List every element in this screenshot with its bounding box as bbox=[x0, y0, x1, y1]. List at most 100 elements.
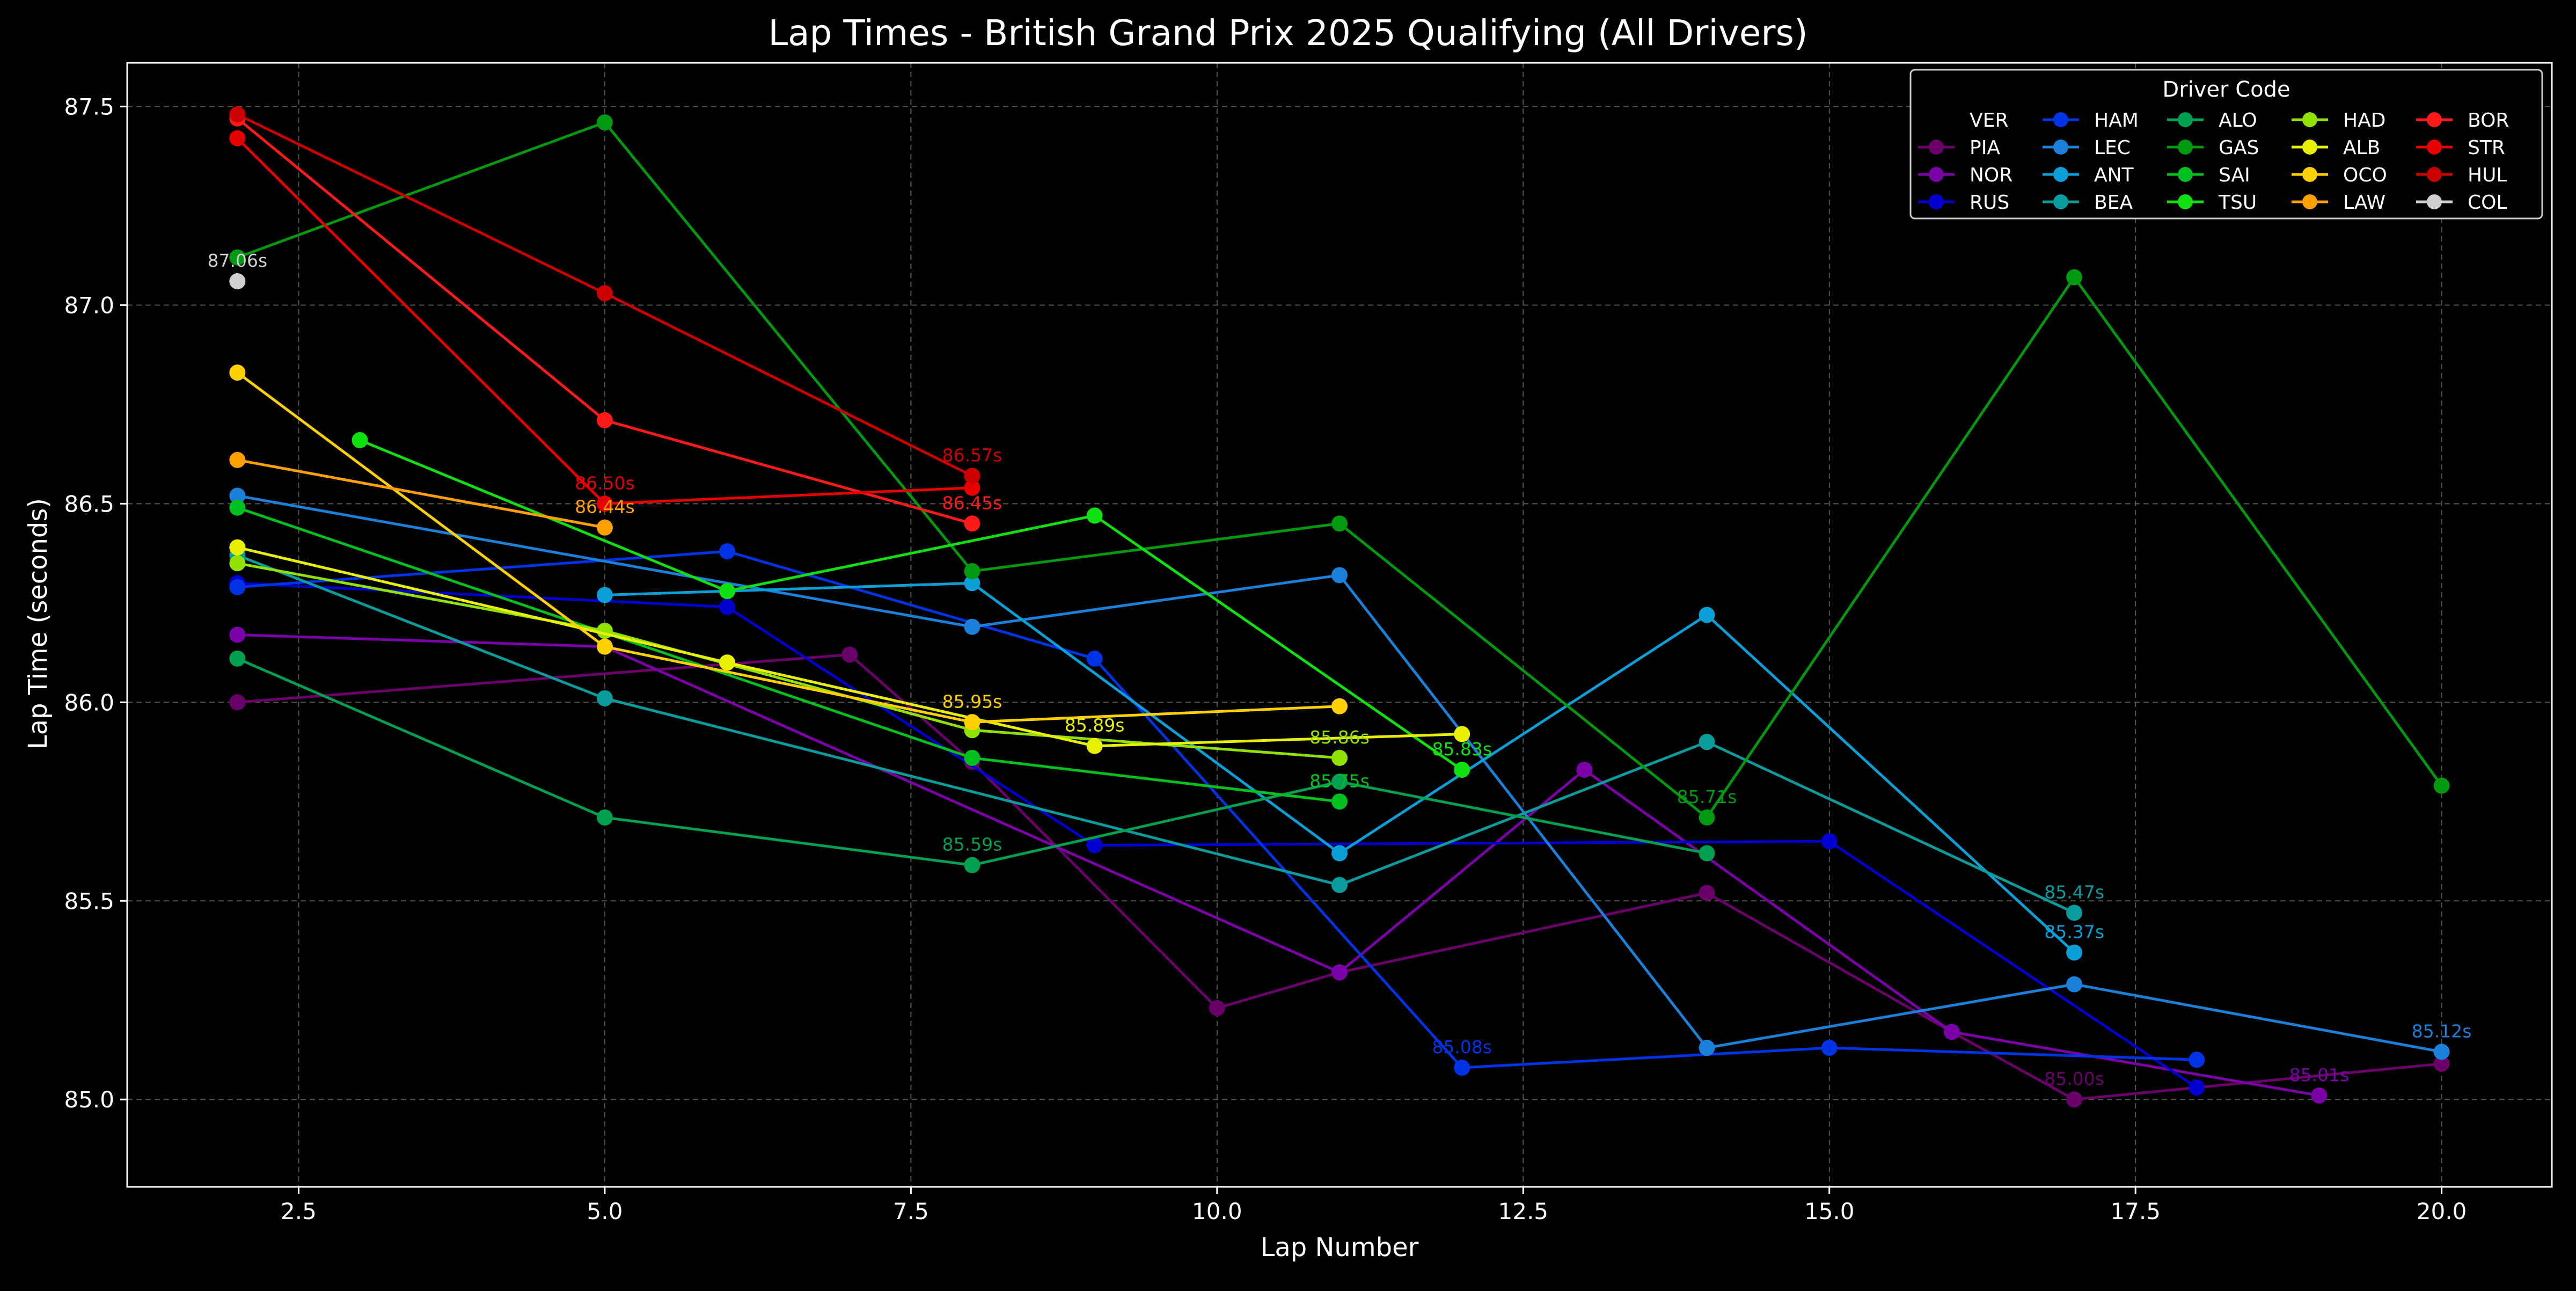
data-label: 85.95s bbox=[942, 691, 1002, 712]
data-point bbox=[229, 579, 246, 595]
legend-label: PIA bbox=[1970, 137, 2000, 159]
data-point bbox=[1209, 1000, 1225, 1017]
data-point bbox=[229, 499, 246, 516]
data-point bbox=[229, 694, 246, 711]
y-tick-label: 87.0 bbox=[64, 292, 114, 318]
data-point bbox=[2433, 1055, 2450, 1072]
data-point bbox=[1699, 607, 1715, 623]
legend-label: VER bbox=[1970, 110, 2008, 132]
series-lines bbox=[229, 106, 2450, 1108]
data-point bbox=[964, 479, 980, 496]
legend-entry-bor: BOR bbox=[2416, 110, 2509, 132]
data-point bbox=[1454, 726, 1470, 742]
series-str bbox=[229, 130, 980, 512]
series-hul bbox=[229, 106, 980, 484]
legend-label: SAI bbox=[2219, 164, 2250, 186]
data-point bbox=[841, 646, 858, 663]
data-label: 86.57s bbox=[942, 445, 1002, 466]
data-point bbox=[229, 273, 246, 289]
series-oco bbox=[229, 364, 1348, 731]
data-labels: 87.06s 86.57s 86.50s 86.45s 86.44s 85.95s 85.8… bbox=[208, 250, 2472, 1089]
data-label: 85.71s bbox=[1677, 786, 1737, 807]
x-axis-label: Lap Number bbox=[1261, 1232, 1419, 1263]
data-point bbox=[964, 563, 980, 580]
legend-marker bbox=[2427, 112, 2442, 127]
legend-label: BEA bbox=[2094, 192, 2133, 214]
legend-marker bbox=[1929, 194, 1944, 209]
data-point bbox=[1086, 837, 1103, 854]
x-tick-label: 15.0 bbox=[1804, 1198, 1855, 1224]
series-line bbox=[237, 458, 605, 529]
data-point bbox=[1331, 515, 1348, 532]
data-label: 85.37s bbox=[2044, 921, 2104, 942]
legend-label: LEC bbox=[2094, 137, 2131, 159]
data-point bbox=[1331, 749, 1348, 766]
data-point bbox=[596, 809, 613, 826]
data-label: 85.47s bbox=[2044, 881, 2104, 902]
legend-title: Driver Code bbox=[2162, 77, 2290, 102]
legend-label: ALB bbox=[2343, 137, 2380, 159]
series-col bbox=[229, 273, 246, 289]
legend-marker bbox=[2427, 194, 2442, 209]
series-line bbox=[236, 371, 1340, 724]
data-label: 85.75s bbox=[1309, 770, 1370, 791]
data-point bbox=[596, 285, 613, 302]
legend-label: TSU bbox=[2218, 192, 2257, 214]
legend-marker bbox=[2053, 112, 2068, 127]
legend-label: GAS bbox=[2219, 137, 2259, 159]
series-lec bbox=[229, 487, 2450, 1060]
data-point bbox=[596, 519, 613, 536]
series-bea bbox=[229, 547, 2083, 921]
chart-title: Lap Times - British Grand Prix 2025 Qual… bbox=[768, 12, 1807, 54]
legend-entry-alb: ALB bbox=[2292, 137, 2380, 159]
data-point bbox=[229, 487, 246, 504]
data-point bbox=[2066, 1091, 2083, 1108]
axes: 2.5 5.0 7.5 10.0 12.5 15.0 17.5 20.0 85.0 85.5 86.… bbox=[64, 62, 2553, 1224]
data-point bbox=[1576, 762, 1593, 778]
legend-label: COL bbox=[2468, 192, 2507, 214]
legend-entry-alo: ALO bbox=[2167, 110, 2257, 132]
data-point bbox=[1331, 698, 1348, 714]
data-point bbox=[719, 654, 736, 671]
data-point bbox=[596, 412, 613, 428]
x-tick-label: 12.5 bbox=[1498, 1198, 1549, 1224]
legend-entry-rus: RUS bbox=[1918, 192, 2009, 214]
data-point bbox=[2433, 1044, 2450, 1060]
data-point bbox=[352, 432, 368, 448]
legend-entry-pia: PIA bbox=[1918, 137, 2000, 159]
series-law bbox=[229, 451, 613, 536]
data-point bbox=[1699, 734, 1715, 750]
series-ant bbox=[596, 575, 2083, 961]
legend-marker bbox=[2178, 167, 2193, 182]
data-point bbox=[596, 638, 613, 655]
data-point bbox=[964, 618, 980, 635]
data-point bbox=[2066, 269, 2083, 286]
data-point bbox=[964, 714, 980, 731]
legend-label: ALO bbox=[2219, 110, 2257, 132]
legend-marker bbox=[2178, 112, 2193, 127]
data-point bbox=[964, 515, 980, 532]
data-point bbox=[596, 690, 613, 706]
series-alb bbox=[229, 539, 1470, 754]
legend-marker bbox=[2178, 194, 2193, 209]
data-point bbox=[1699, 1040, 1715, 1056]
data-point bbox=[229, 106, 246, 123]
legend-marker bbox=[2053, 194, 2068, 209]
legend-label: STR bbox=[2468, 137, 2505, 159]
data-point bbox=[1821, 1040, 1838, 1056]
data-label: 87.06s bbox=[208, 250, 268, 271]
y-axis-label: Lap Time (seconds) bbox=[23, 498, 53, 749]
data-point bbox=[719, 543, 736, 560]
data-point bbox=[1086, 738, 1103, 754]
y-tick-label: 85.0 bbox=[64, 1086, 114, 1113]
data-label: 85.00s bbox=[2044, 1068, 2104, 1089]
y-tick-label: 86.0 bbox=[64, 689, 114, 716]
legend-entry-str: STR bbox=[2416, 137, 2505, 159]
series-line bbox=[604, 581, 2075, 954]
x-tick-label: 17.5 bbox=[2110, 1198, 2161, 1224]
series-sai bbox=[229, 499, 1348, 810]
legend-marker bbox=[2302, 112, 2317, 127]
series-gas bbox=[229, 114, 2450, 826]
data-label: 85.08s bbox=[1432, 1037, 1492, 1057]
